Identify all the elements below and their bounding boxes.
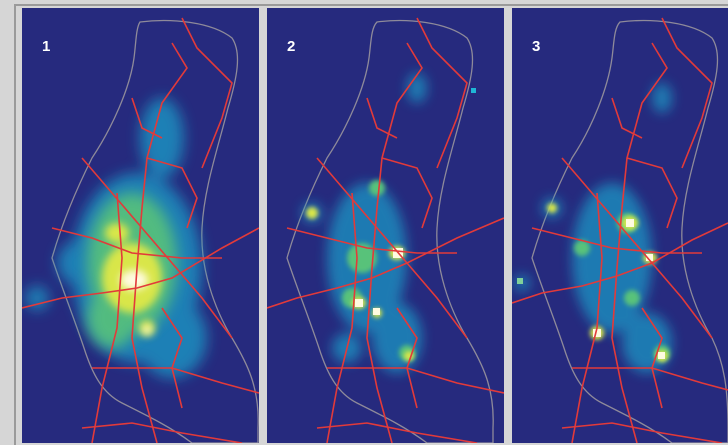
heatmap-1: [22, 17, 259, 443]
panel-label: 3: [532, 38, 541, 55]
road-network: [267, 17, 504, 443]
road-network: [512, 17, 728, 443]
map-panel-1: 1: [22, 8, 259, 443]
region-boundary: [51, 19, 259, 443]
panel-label: 1: [42, 38, 51, 55]
map-panel-2: 2: [267, 8, 504, 443]
map-panel-3: 3: [512, 8, 728, 443]
heatmap-2: [267, 17, 504, 443]
heat-low: [302, 73, 427, 373]
road-network: [22, 17, 259, 443]
heat-peak: [517, 219, 665, 359]
region-boundary: [531, 19, 728, 443]
heatmap-3: [512, 17, 728, 443]
panel-label: 2: [287, 38, 296, 55]
region-boundary: [286, 19, 494, 443]
heat-peak: [120, 270, 151, 334]
heat-mid: [342, 180, 415, 361]
